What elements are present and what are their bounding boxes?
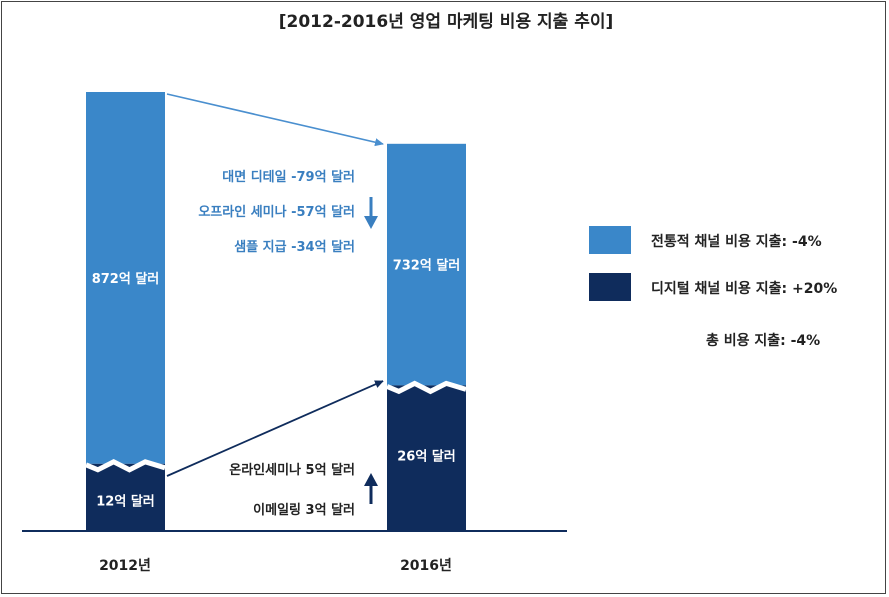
x-tick-label: 2016년 — [400, 558, 452, 574]
up-arrow-icon — [364, 473, 378, 504]
axis-break-mark — [85, 458, 166, 473]
digital-change-label: 온라인세미나 5억 달러 — [229, 462, 355, 478]
axis-break-mark — [386, 380, 467, 395]
traditional-change-label: 샘플 지급 -34억 달러 — [234, 239, 355, 255]
digital-change-label: 이메일링 3억 달러 — [253, 502, 355, 518]
bar-traditional — [86, 92, 165, 464]
bar-digital — [387, 385, 466, 531]
bars-group: 872억 달러 12억 달러 732억 달러 26억 달러 — [85, 92, 467, 531]
digital-change-arrow — [166, 380, 384, 477]
legend-swatch-digital — [589, 273, 631, 301]
data-label-digital: 26억 달러 — [397, 448, 456, 464]
legend-label-digital: 디지털 채널 비용 지출: +20% — [651, 280, 837, 297]
data-label-digital: 12억 달러 — [96, 493, 155, 509]
data-label-traditional: 872억 달러 — [92, 271, 160, 287]
chart-title: [2012-2016년 영업 마케팅 비용 지출 추이] — [279, 12, 614, 32]
data-label-traditional: 732억 달러 — [393, 258, 461, 274]
legend-swatch-traditional — [589, 226, 631, 254]
traditional-change-label: 대면 디테일 -79억 달러 — [222, 169, 355, 185]
bar-digital — [86, 463, 165, 531]
x-tick-label: 2012년 — [99, 558, 151, 574]
down-arrow-icon — [364, 197, 378, 229]
legend-label-traditional: 전통적 채널 비용 지출: -4% — [651, 233, 822, 250]
total-change-label: 총 비용 지출: -4% — [706, 332, 820, 349]
bar-traditional — [387, 143, 466, 386]
traditional-change-label: 오프라인 세미나 -57억 달러 — [198, 204, 355, 220]
traditional-change-arrow — [166, 93, 384, 147]
